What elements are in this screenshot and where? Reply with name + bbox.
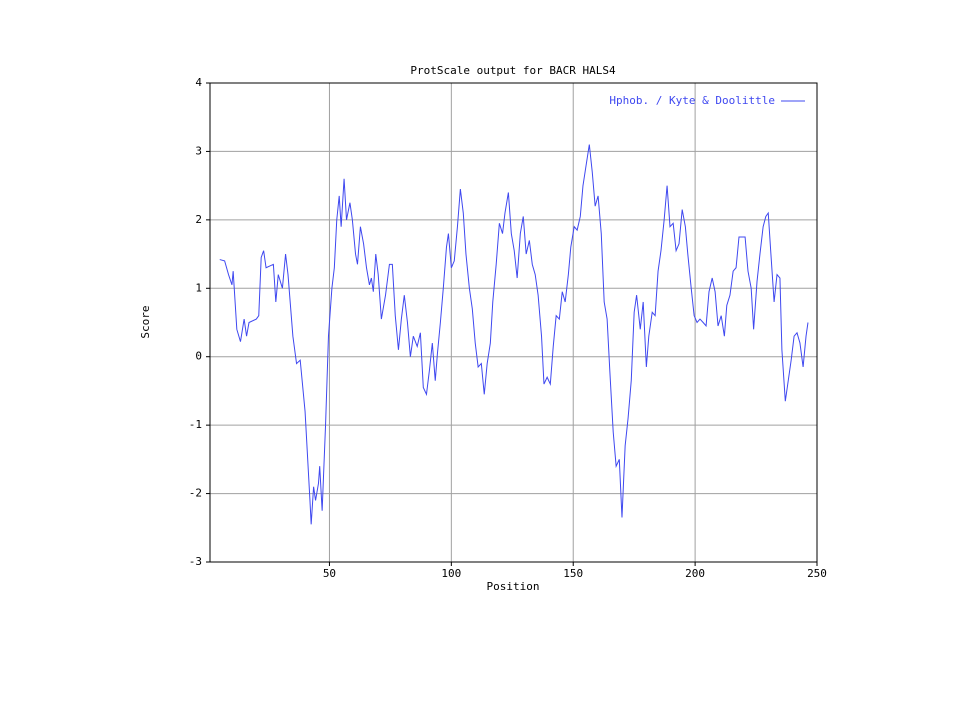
data-line [219, 144, 809, 525]
legend-label: Hphob. / Kyte & Doolittle [609, 94, 775, 107]
y-tick-label: -3 [189, 555, 202, 568]
x-tick-label: 150 [563, 567, 583, 580]
x-tick-label: 200 [685, 567, 705, 580]
y-tick-label: 1 [195, 281, 202, 294]
chart-title: ProtScale output for BACR HALS4 [410, 64, 616, 77]
y-tick-label: -1 [189, 418, 202, 431]
x-tick-label: 250 [807, 567, 827, 580]
plot-area [210, 83, 817, 562]
y-tick-label: 4 [195, 76, 202, 89]
plot-frame [209, 82, 818, 563]
x-tick-label: 100 [441, 567, 461, 580]
y-tick-label: 3 [195, 144, 202, 157]
x-axis-label: Position [487, 580, 540, 593]
y-axis-label: Score [139, 305, 152, 338]
x-tick-label: 50 [323, 567, 336, 580]
y-tick-label: -2 [189, 487, 202, 500]
y-tick-label: 0 [195, 350, 202, 363]
y-tick-label: 2 [195, 213, 202, 226]
